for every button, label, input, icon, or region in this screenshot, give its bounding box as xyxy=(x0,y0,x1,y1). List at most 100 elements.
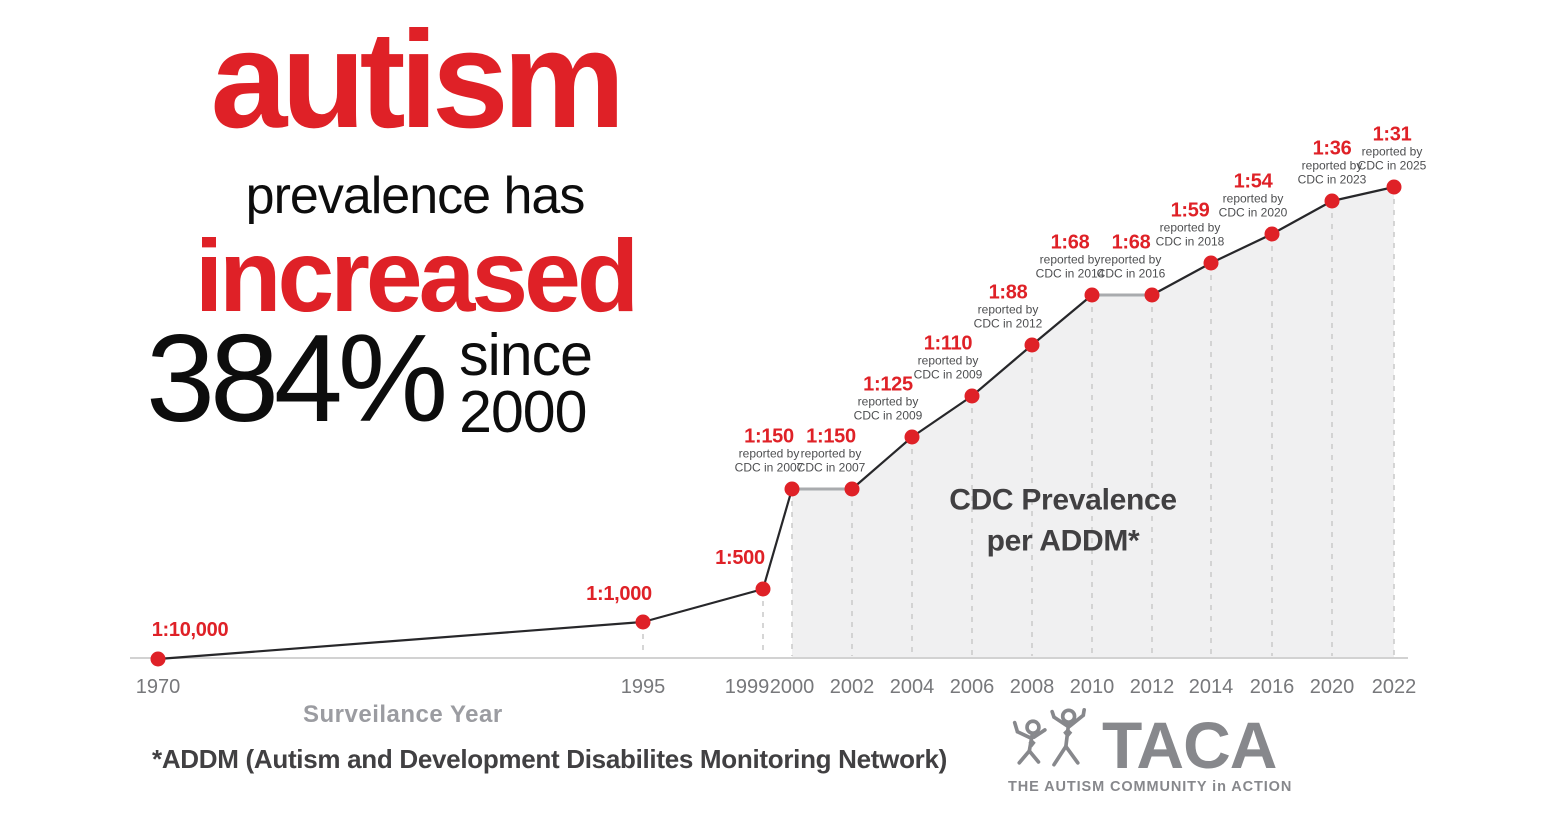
data-point-reported-year: CDC in 2007 xyxy=(796,460,866,475)
chart-line-segment xyxy=(911,395,973,438)
data-point-reported-year: CDC in 2009 xyxy=(853,408,923,423)
chart-line-segment xyxy=(971,344,1033,397)
data-point-label: 1:500 xyxy=(715,548,765,568)
chart-line-segment xyxy=(1151,262,1212,296)
data-point-reported-year: CDC in 2020 xyxy=(1218,205,1288,220)
headline-increased: increased xyxy=(194,219,639,333)
data-point-label: 1:54 reported by CDC in 2020 xyxy=(1219,172,1288,220)
data-point-reported-by: reported by xyxy=(738,446,800,461)
data-point-value: 1:88 xyxy=(988,281,1028,304)
taca-tagline: THE AUTISM COMMUNITY in ACTION xyxy=(1008,779,1293,795)
data-point-reported-year: CDC in 2025 xyxy=(1357,158,1427,173)
data-point-dot xyxy=(635,614,651,630)
data-point-label: 1:110 reported by CDC in 2009 xyxy=(914,334,983,382)
data-point-label: 1:36 reported by CDC in 2023 xyxy=(1298,139,1367,187)
data-point-dot xyxy=(784,481,800,497)
data-point-label: 1:150 reported by CDC in 2007 xyxy=(735,427,804,475)
data-point-label: 1:88 reported by CDC in 2012 xyxy=(974,283,1043,331)
data-point-reported-by: reported by xyxy=(917,353,979,368)
data-point-value: 1:68 xyxy=(1111,231,1151,254)
x-tick-label: 2008 xyxy=(1009,676,1055,698)
data-point-dot xyxy=(964,388,980,404)
chart-annotation-line1: CDC Prevalence xyxy=(949,483,1177,517)
data-point-reported-by: reported by xyxy=(1100,252,1162,267)
chart-annotation-line2: per ADDM* xyxy=(986,524,1140,557)
data-point-dot xyxy=(1144,287,1160,303)
data-point-value: 1:31 xyxy=(1372,123,1412,146)
x-tick-label: 2004 xyxy=(889,676,935,698)
taca-wordmark: TACA xyxy=(1102,707,1277,782)
data-point-value: 1:59 xyxy=(1170,199,1210,222)
taca-figures-icon xyxy=(1012,708,1086,767)
data-point-label: 1:125 reported by CDC in 2009 xyxy=(854,375,923,423)
x-tick-label: 2014 xyxy=(1188,676,1234,698)
data-point-reported-year: CDC in 2023 xyxy=(1297,172,1367,187)
data-point-label: 1:1,000 xyxy=(586,584,652,604)
data-point-value: 1:1,000 xyxy=(586,583,652,605)
taca-logo-row: TACA xyxy=(1008,707,1288,782)
chart-line-segment xyxy=(1031,294,1093,346)
x-tick-label: 2020 xyxy=(1309,676,1355,698)
data-point-value: 1:54 xyxy=(1233,170,1273,193)
data-point-value: 1:125 xyxy=(863,373,913,396)
data-point-label: 1:10,000 xyxy=(152,620,229,640)
data-point-label: 1:68 reported by CDC in 2014 xyxy=(1036,233,1105,281)
data-point-value: 1:150 xyxy=(806,425,856,448)
data-point-dot xyxy=(1386,179,1402,195)
headline-autism: autism xyxy=(210,3,626,157)
data-point-label: 1:31 reported by CDC in 2025 xyxy=(1358,125,1427,173)
data-point-reported-by: reported by xyxy=(1301,158,1363,173)
data-point-reported-by: reported by xyxy=(1039,252,1101,267)
area-fill xyxy=(792,187,1394,658)
chart-line-segment xyxy=(851,436,913,490)
data-point-dot xyxy=(1264,226,1280,242)
x-tick-label: 1970 xyxy=(135,676,181,698)
x-tick-label: 2012 xyxy=(1129,676,1175,698)
x-tick-label: 1995 xyxy=(620,676,666,698)
x-tick-label: 2002 xyxy=(829,676,875,698)
x-tick-label: 2010 xyxy=(1069,676,1115,698)
data-point-reported-by: reported by xyxy=(800,446,862,461)
chart-line-segment xyxy=(1331,185,1395,203)
data-point-reported-by: reported by xyxy=(1222,191,1284,206)
data-point-value: 1:500 xyxy=(715,547,765,569)
x-tick-label: 1999 xyxy=(724,676,770,698)
data-point-reported-year: CDC in 2012 xyxy=(973,316,1043,331)
headline-since-year: 2000 xyxy=(459,378,587,445)
x-tick-label: 2016 xyxy=(1249,676,1295,698)
data-point-reported-year: CDC in 2016 xyxy=(1096,266,1166,281)
data-point-reported-year: CDC in 2007 xyxy=(734,460,804,475)
chart-line-segment xyxy=(1210,233,1273,264)
addm-footnote: *ADDM (Autism and Development Disabilite… xyxy=(152,744,947,774)
data-point-reported-year: CDC in 2014 xyxy=(1035,266,1105,281)
chart-line-segment xyxy=(1271,200,1333,235)
data-point-reported-by: reported by xyxy=(1159,220,1221,235)
chart-line-segment xyxy=(642,587,764,624)
data-point-value: 1:150 xyxy=(744,425,794,448)
data-point-label: 1:68 reported by CDC in 2016 xyxy=(1097,233,1166,281)
data-point-reported-by: reported by xyxy=(1361,144,1423,159)
x-tick-label: 2006 xyxy=(949,676,995,698)
headline-since-word: since xyxy=(459,322,593,388)
chart-annotation: CDC Prevalence per ADDM* xyxy=(949,481,1177,562)
data-point-dot xyxy=(1084,287,1100,303)
headline-since: since 2000 xyxy=(459,322,593,445)
data-point-reported-year: CDC in 2018 xyxy=(1155,234,1225,249)
taca-logo: TACA THE AUTISM COMMUNITY in ACTION xyxy=(1008,707,1293,795)
data-point-dot xyxy=(150,651,166,667)
data-point-value: 1:36 xyxy=(1312,137,1352,160)
headline-percent-row: 384% since 2000 xyxy=(146,317,593,445)
data-point-dot xyxy=(904,429,920,445)
data-point-reported-by: reported by xyxy=(977,302,1039,317)
data-point-dot xyxy=(844,481,860,497)
data-point-dot xyxy=(1203,255,1219,271)
data-point-value: 1:68 xyxy=(1050,231,1090,254)
chart-line-segment xyxy=(761,488,794,590)
data-point-dot xyxy=(755,581,771,597)
x-axis-label: Surveilance Year xyxy=(303,701,503,728)
x-tick-label: 2022 xyxy=(1371,676,1417,698)
data-point-value: 1:110 xyxy=(923,332,973,355)
data-point-dot xyxy=(1324,193,1340,209)
